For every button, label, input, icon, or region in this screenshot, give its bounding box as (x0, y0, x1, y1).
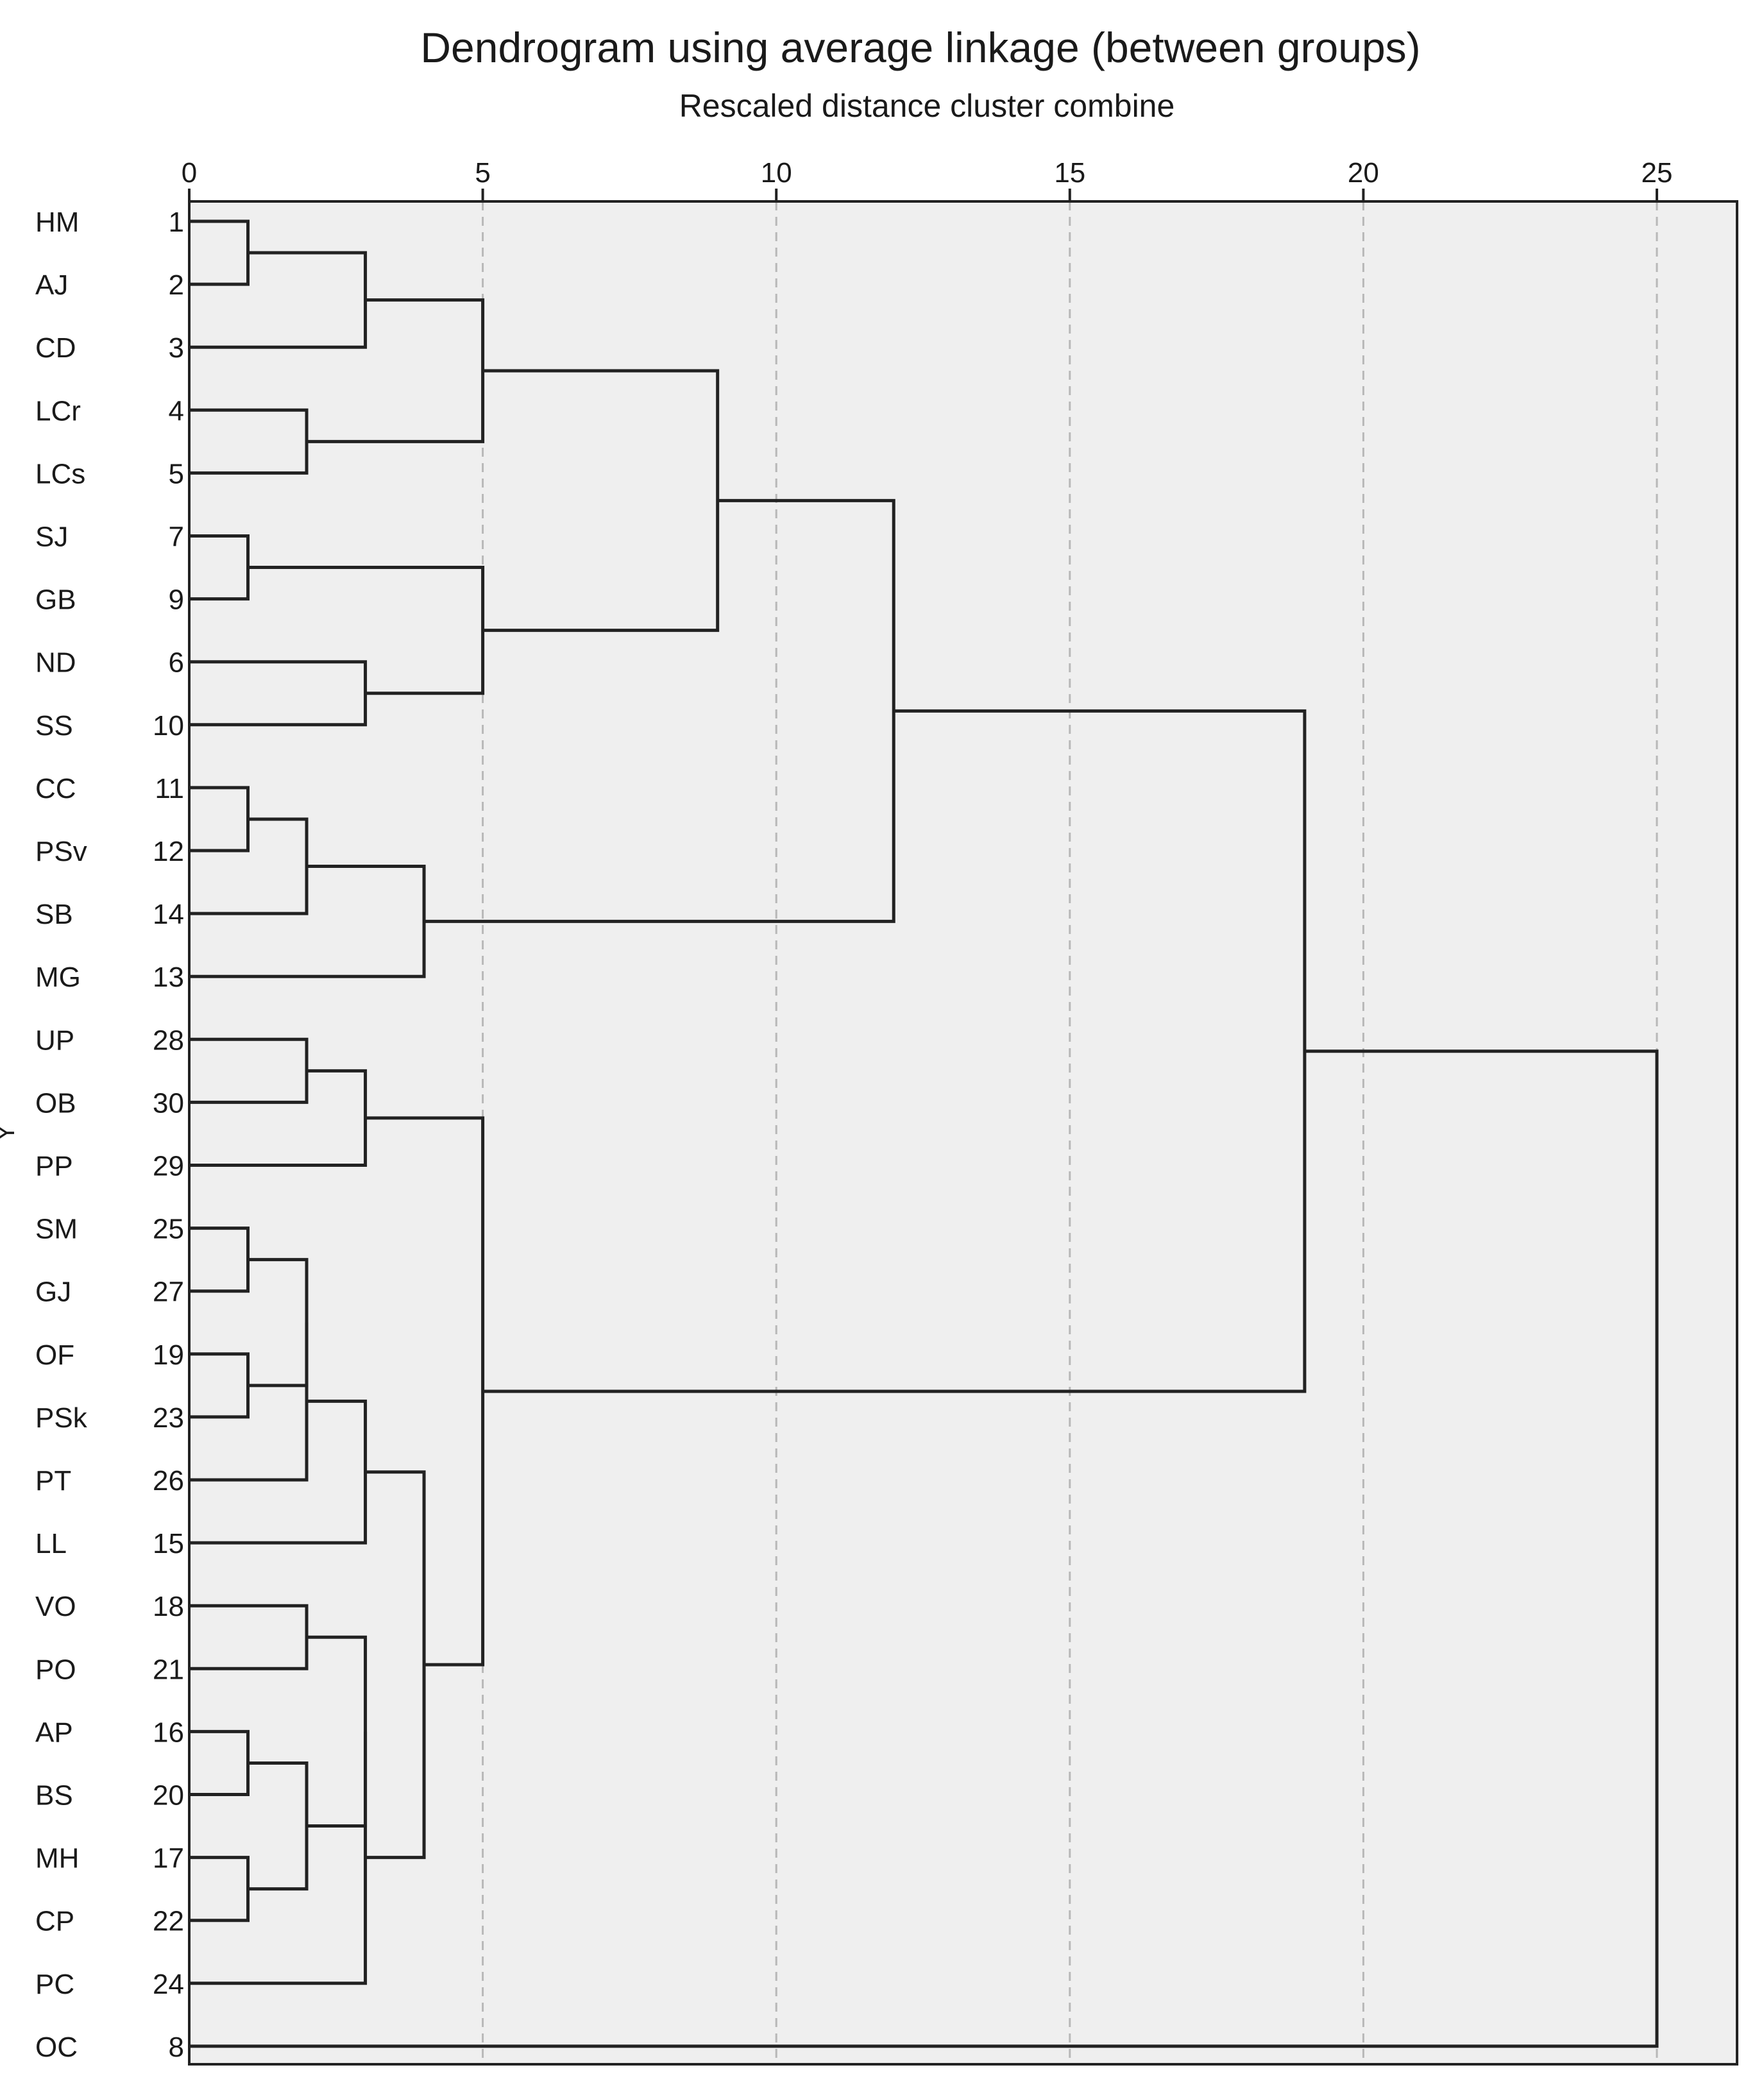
leaf-case-number: 7 (169, 522, 184, 553)
leaf-case-number: 15 (153, 1528, 184, 1559)
x-axis-ticks: 0 5 10 15 20 25 (182, 157, 1673, 201)
leaf-case-number: 9 (169, 584, 184, 616)
leaf-case-number: 26 (153, 1465, 184, 1497)
x-tick-label: 20 (1348, 157, 1379, 189)
leaf-case-number: 8 (169, 2032, 184, 2063)
leaf-case-number: 24 (153, 1969, 184, 2000)
leaf-case-number: 1 (169, 207, 184, 238)
leaf-label: SS (35, 710, 73, 742)
leaf-case-number: 29 (153, 1151, 184, 1182)
dendrogram-link (189, 1049, 1659, 2048)
leaf-label: OF (35, 1339, 74, 1371)
leaf-case-number: 16 (153, 1717, 184, 1748)
leaf-case-number: 12 (153, 836, 184, 867)
leaf-case-number: 13 (153, 962, 184, 993)
leaf-label: CD (35, 332, 76, 364)
leaf-case-number: 27 (153, 1277, 184, 1308)
leaf-case-number: 22 (153, 1906, 184, 1937)
leaf-label: LCs (35, 458, 85, 489)
dendrogram-link (189, 1322, 309, 1482)
x-tick-label: 5 (475, 157, 490, 189)
y-axis-label: Y (0, 1124, 20, 1142)
leaf-label: PC (35, 1969, 74, 2000)
leaf-label: GB (35, 584, 76, 616)
leaf-label: PP (35, 1151, 73, 1182)
leaf-case-number: 18 (153, 1591, 184, 1622)
leaf-label: UP (35, 1024, 74, 1056)
x-tick-label: 25 (1641, 157, 1673, 189)
leaf-label: AP (35, 1717, 73, 1748)
leaf-case-number: 11 (155, 773, 184, 804)
x-tick-label: 10 (761, 157, 792, 189)
leaf-case-number: 4 (169, 395, 184, 427)
leaf-case-number: 19 (153, 1339, 184, 1371)
x-tick-label: 15 (1054, 157, 1085, 189)
plot-frame (188, 200, 1738, 2066)
leaf-case-number: 23 (153, 1402, 184, 1434)
leaf-label: GJ (35, 1277, 71, 1308)
leaf-labels: HM 1 AJ 2 CD 3 LCr 4 LCs 5 SJ 7 GB 9 ND 6 SS 10 CC 11 PSv 12 S… (35, 207, 184, 2063)
leaf-label: OB (35, 1087, 76, 1119)
leaf-case-number: 2 (169, 269, 184, 301)
leaf-label: BS (35, 1780, 73, 1812)
leaf-case-number: 20 (153, 1780, 184, 1812)
x-tick-label: 0 (182, 157, 197, 189)
leaf-label: LCr (35, 395, 81, 427)
leaf-label: PSv (35, 836, 87, 867)
leaf-label: HM (35, 207, 79, 238)
chart-title: Dendrogram using average linkage (betwee… (420, 24, 1421, 71)
leaf-case-number: 3 (169, 332, 184, 364)
leaf-label: SM (35, 1214, 78, 1245)
leaf-label: PSk (35, 1402, 88, 1434)
leaf-case-number: 28 (153, 1024, 184, 1056)
x-axis-label: Rescaled distance cluster combine (679, 88, 1175, 124)
leaf-label: MG (35, 962, 81, 993)
leaf-label: MH (35, 1843, 79, 1874)
leaf-case-number: 21 (153, 1654, 184, 1685)
leaf-label: SJ (35, 522, 68, 553)
leaf-label: PO (35, 1654, 76, 1685)
leaf-label: ND (35, 647, 76, 679)
leaf-label: CC (35, 773, 76, 804)
leaf-case-number: 25 (153, 1214, 184, 1245)
leaf-label: SB (35, 899, 73, 930)
leaf-case-number: 30 (153, 1087, 184, 1119)
leaf-case-number: 14 (153, 899, 184, 930)
leaf-case-number: 6 (169, 647, 184, 679)
dendrogram-link (189, 1731, 368, 1985)
leaf-label: AJ (35, 269, 68, 301)
leaf-label: CP (35, 1906, 74, 1937)
leaf-label: LL (35, 1528, 67, 1559)
dendrogram-links (189, 219, 1659, 2048)
leaf-case-number: 5 (169, 458, 184, 489)
leaf-case-number: 17 (153, 1843, 184, 1874)
leaf-label: VO (35, 1591, 76, 1622)
leaf-case-number: 10 (153, 710, 184, 742)
leaf-label: PT (35, 1465, 71, 1497)
plot-area (189, 201, 1737, 2064)
leaf-label: OC (35, 2032, 78, 2063)
